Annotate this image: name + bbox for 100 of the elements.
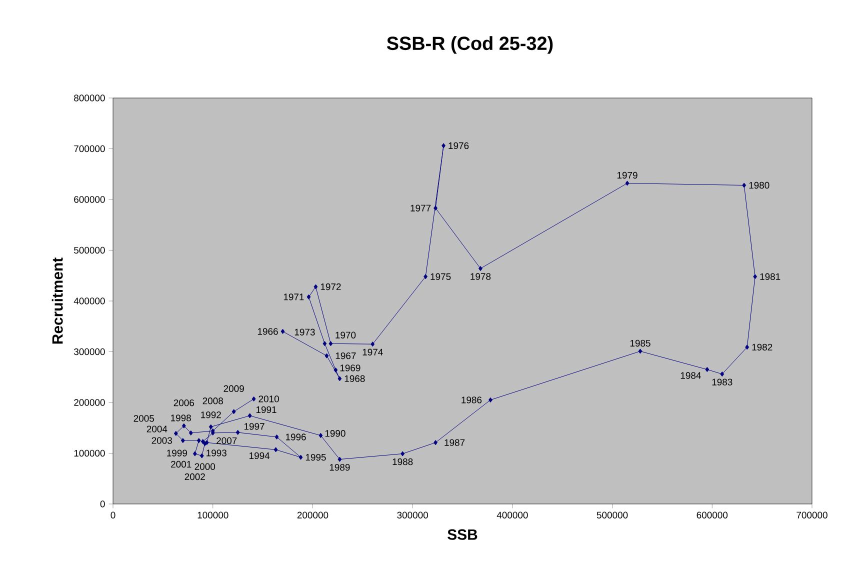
x-tick-label: 300000 xyxy=(397,512,428,518)
annotation: 1982 xyxy=(752,344,772,351)
y-tick-label: 0 xyxy=(100,500,105,508)
point xyxy=(248,413,252,418)
annotation: 2008 xyxy=(202,398,223,404)
point xyxy=(324,353,329,358)
y-tick-label: 700000 xyxy=(74,145,105,152)
point xyxy=(274,434,279,440)
point xyxy=(322,341,327,346)
point xyxy=(334,367,338,373)
y-tick-label: 500000 xyxy=(74,246,105,254)
annotation: 1997 xyxy=(244,423,264,430)
x-tick-label: 700000 xyxy=(796,512,828,518)
x-tick-label: 100000 xyxy=(198,512,228,518)
annotation: 1967 xyxy=(336,352,356,360)
y-tick-label: 100000 xyxy=(74,450,105,457)
annotation: 1979 xyxy=(617,172,638,179)
annotation: 1969 xyxy=(340,364,360,372)
x-tick-label: 400000 xyxy=(496,512,528,518)
annotation: 1991 xyxy=(256,406,276,414)
point xyxy=(232,409,236,414)
point xyxy=(180,438,185,444)
annotation: 2002 xyxy=(184,473,205,480)
annotation: 2001 xyxy=(171,460,192,468)
point xyxy=(745,344,750,350)
point xyxy=(742,182,746,188)
annotation: 1973 xyxy=(294,328,315,336)
annotation: 2000 xyxy=(194,463,216,470)
annotation: 1976 xyxy=(448,142,469,150)
y-axis-title: Recruitment xyxy=(52,258,63,344)
annotation: 2006 xyxy=(174,399,194,406)
point xyxy=(306,294,311,300)
y-tick-label: 300000 xyxy=(74,348,105,356)
point xyxy=(338,376,342,382)
point xyxy=(318,432,323,438)
point xyxy=(236,430,240,435)
annotation: 1984 xyxy=(680,372,701,379)
y-tick-label: 400000 xyxy=(74,298,105,304)
annotation: 1996 xyxy=(286,434,306,440)
point xyxy=(174,430,178,436)
point xyxy=(280,328,285,334)
point xyxy=(370,342,375,347)
y-tick-label: 800000 xyxy=(74,94,105,102)
annotation: 1998 xyxy=(171,414,191,422)
point xyxy=(208,424,213,430)
point xyxy=(434,206,438,211)
annotation: 1988 xyxy=(392,458,413,466)
point xyxy=(188,430,193,436)
annotation: 2005 xyxy=(134,415,154,422)
point xyxy=(434,440,438,446)
x-tick-label: 200000 xyxy=(297,512,328,518)
point xyxy=(400,451,405,456)
annotation: 2003 xyxy=(152,437,172,444)
annotation: 1966 xyxy=(258,328,278,335)
point xyxy=(274,447,278,452)
annotation: 1999 xyxy=(167,450,187,456)
annotation: 1978 xyxy=(470,273,491,280)
point xyxy=(625,180,630,186)
point xyxy=(705,366,710,372)
annotation: 1981 xyxy=(760,273,780,280)
annotation: 1971 xyxy=(284,294,304,300)
point xyxy=(196,438,201,444)
annotation: 1970 xyxy=(336,332,356,338)
point xyxy=(200,453,204,458)
x-tick-label: 500000 xyxy=(596,512,628,518)
point xyxy=(200,439,205,444)
point xyxy=(314,284,318,290)
annotation: 1983 xyxy=(712,378,732,386)
point xyxy=(192,451,197,456)
annotation: 2004 xyxy=(146,426,168,432)
x-tick-label: 600000 xyxy=(696,512,728,518)
annotation: 1992 xyxy=(201,411,221,418)
point xyxy=(638,348,642,354)
point xyxy=(338,456,342,462)
annotation: 1990 xyxy=(325,430,346,437)
point xyxy=(488,397,492,402)
y-tick-label: 200000 xyxy=(74,399,105,406)
y-tick-label: 600000 xyxy=(74,196,105,203)
point xyxy=(720,372,724,377)
annotation: 2009 xyxy=(224,385,244,392)
x-tick-label: 0 xyxy=(110,512,116,518)
chart-title: SSB-R (Cod 25-32) xyxy=(386,36,553,54)
annotation: 1972 xyxy=(320,283,341,290)
annotation: 1968 xyxy=(344,375,365,382)
annotation: 2010 xyxy=(258,396,279,402)
annotation: 1980 xyxy=(749,182,770,189)
annotation: 1975 xyxy=(430,273,451,280)
annotation: 1995 xyxy=(306,454,326,461)
x-axis-title: SSB xyxy=(448,529,478,540)
point xyxy=(252,396,256,402)
point xyxy=(298,454,303,460)
point xyxy=(424,274,428,280)
annotation: 1987 xyxy=(444,439,465,446)
annotation: 2007 xyxy=(216,437,237,444)
point xyxy=(753,274,758,280)
point xyxy=(442,143,446,148)
annotation: 1989 xyxy=(330,464,350,471)
annotation: 1985 xyxy=(630,340,650,347)
annotation: 1986 xyxy=(462,396,482,404)
annotation: 1993 xyxy=(206,450,226,456)
